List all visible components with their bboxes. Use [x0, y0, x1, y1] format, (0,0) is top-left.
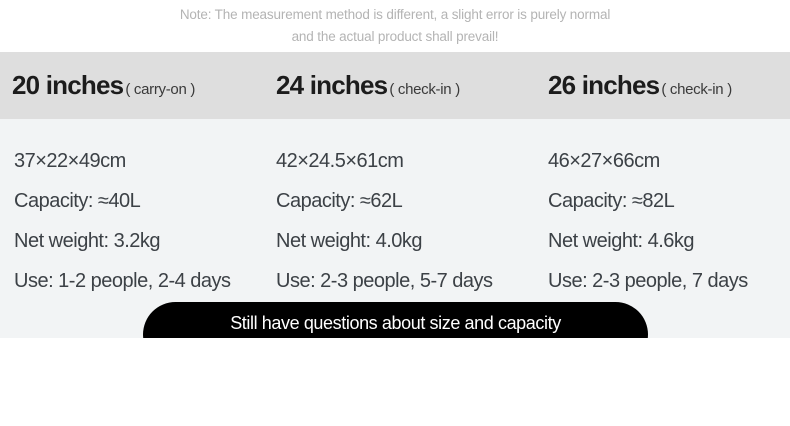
spec-table: 37×22×49cm Capacity: ≈40L Net weight: 3.…	[0, 119, 790, 338]
spec-use-26: Use: 2-3 people, 7 days	[548, 270, 748, 292]
spec-net-weight-26: Net weight: 4.6kg	[548, 230, 695, 252]
size-header-20-inches: 20 inches ( carry-on )	[0, 70, 266, 101]
spec-dimensions-26: 46×27×66cm	[548, 150, 660, 172]
spec-dimensions-24: 42×24.5×61cm	[276, 150, 404, 172]
spec-use-20: Use: 1-2 people, 2-4 days	[14, 270, 231, 292]
footer-spacer	[0, 338, 790, 426]
spec-column-24-inches: 42×24.5×61cm Capacity: ≈62L Net weight: …	[266, 119, 536, 338]
spec-capacity-26: Capacity: ≈82L	[548, 190, 675, 212]
size-subtitle-24: ( check-in )	[389, 81, 460, 98]
size-header-26-inches: 26 inches ( check-in )	[536, 70, 790, 101]
spec-net-weight-20: Net weight: 3.2kg	[14, 230, 161, 252]
size-title-26: 26 inches	[548, 70, 660, 100]
size-header-band: 20 inches ( carry-on ) 24 inches ( check…	[0, 52, 790, 119]
cta-line-1: Still have questions about size and capa…	[230, 312, 561, 333]
note-line-2: and the actual product shall prevail!	[291, 29, 499, 44]
spec-capacity-24: Capacity: ≈62L	[276, 190, 403, 212]
spec-capacity-20: Capacity: ≈40L	[14, 190, 141, 212]
spec-column-20-inches: 37×22×49cm Capacity: ≈40L Net weight: 3.…	[0, 119, 266, 338]
spec-column-26-inches: 46×27×66cm Capacity: ≈82L Net weight: 4.…	[536, 119, 790, 338]
size-title-20: 20 inches	[12, 70, 124, 100]
spec-net-weight-24: Net weight: 4.0kg	[276, 230, 423, 252]
measurement-note: Note: The measurement method is differen…	[0, 0, 790, 52]
size-subtitle-26: ( check-in )	[661, 81, 732, 98]
size-header-24-inches: 24 inches ( check-in )	[266, 70, 536, 101]
note-line-1: Note: The measurement method is differen…	[179, 7, 611, 22]
spec-dimensions-20: 37×22×49cm	[14, 150, 126, 172]
size-subtitle-20: ( carry-on )	[125, 81, 196, 98]
spec-use-24: Use: 2-3 people, 5-7 days	[276, 270, 493, 292]
size-title-24: 24 inches	[276, 70, 388, 100]
